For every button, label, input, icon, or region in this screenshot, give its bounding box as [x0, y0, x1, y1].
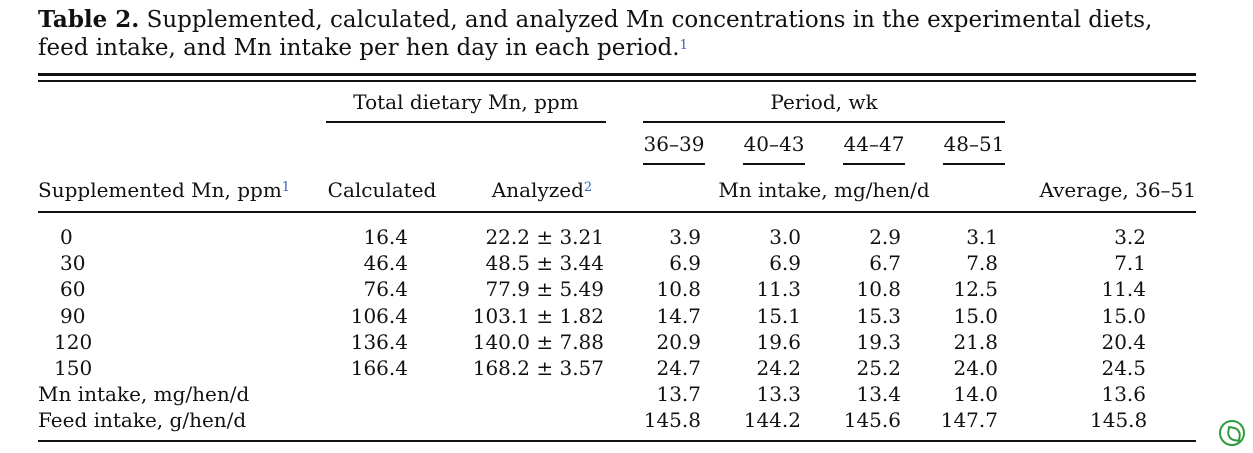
table-cell-anal: 140.0 ± 7.88: [472, 329, 604, 354]
underline-period-3: [843, 163, 905, 165]
table-cell-avg: 3.2: [1114, 225, 1146, 249]
table-cell-p3: 15.3: [856, 303, 901, 328]
header-total-dietary: Total dietary Mn, ppm: [353, 90, 579, 114]
period-4: 48–51: [943, 132, 1005, 156]
table-cell-calc: 106.4: [350, 303, 408, 328]
header-period: Period, wk: [770, 90, 878, 114]
table-caption: Table 2. Supplemented, calculated, and a…: [38, 6, 1198, 62]
underline-period-2: [743, 163, 805, 165]
underline-period-4: [943, 163, 1005, 165]
table-cell-p3: 10.8: [856, 277, 901, 302]
table-cell-anal: 48.5 ± 3.44: [485, 251, 604, 276]
table-cell-p2: 3.0: [769, 225, 801, 249]
table-cell-calc: 136.4: [350, 329, 408, 354]
col-supp-footnote[interactable]: 1: [281, 180, 291, 195]
summary-row-label: Feed intake, g/hen/d: [38, 408, 247, 433]
table-cell-anal: 22.2 ± 3.21: [485, 225, 604, 249]
col-supplemented: Supplemented Mn, ppm1: [38, 178, 291, 202]
table-cell-supp: 60: [60, 277, 86, 302]
table-cell-p3: 6.7: [869, 251, 901, 276]
table-cell-p4: 15.0: [953, 303, 998, 328]
table-cell-calc: 46.4: [363, 251, 408, 276]
table-cell-avg: 11.4: [1101, 277, 1146, 302]
table-cell-supp: 30: [60, 251, 86, 276]
header-rule: [38, 211, 1196, 213]
period-1: 36–39: [643, 132, 705, 156]
table-cell-p2: 6.9: [769, 251, 801, 276]
summary-cell-p1: 13.7: [656, 382, 701, 407]
table-cell-p1: 10.8: [656, 277, 701, 302]
table-cell-p2: 19.6: [756, 329, 801, 354]
table-cell-avg: 20.4: [1101, 329, 1146, 354]
col-average: Average, 36–51: [1039, 178, 1196, 202]
underline-period-1: [643, 163, 705, 165]
table-cell-anal: 103.1 ± 1.82: [472, 303, 604, 328]
table-cell-p2: 24.2: [756, 356, 801, 380]
table-cell-supp: 0: [60, 225, 73, 249]
table-cell-p4: 21.8: [953, 329, 998, 354]
period-2: 40–43: [743, 132, 805, 156]
col-mn-intake: Mn intake, mg/hen/d: [718, 178, 930, 202]
col-analyzed: Analyzed2: [491, 178, 593, 202]
table-cell-supp: 90: [60, 303, 86, 328]
table-cell-calc: 166.4: [350, 356, 408, 380]
col-calculated: Calculated: [327, 178, 437, 202]
table-cell-p1: 20.9: [656, 329, 701, 354]
table-cell-p4: 12.5: [953, 277, 998, 302]
summary-cell-p2: 13.3: [756, 382, 801, 407]
table-cell-p3: 25.2: [856, 356, 901, 380]
caption-label: Table 2.: [38, 6, 140, 33]
table-cell-p4: 3.1: [966, 225, 998, 249]
table-cell-p1: 14.7: [656, 303, 701, 328]
table-cell-avg: 7.1: [1114, 251, 1146, 276]
underline-total-dietary: [326, 121, 606, 123]
summary-cell-p4: 147.7: [940, 408, 998, 433]
table-cell-calc: 16.4: [363, 225, 408, 249]
summary-cell-avg: 145.8: [1090, 408, 1148, 433]
table-cell-p4: 7.8: [966, 251, 998, 276]
top-rule-1: [38, 73, 1196, 76]
leaf-logo-icon: [1219, 420, 1245, 446]
summary-cell-p2: 144.2: [743, 408, 801, 433]
col-anal-footnote[interactable]: 2: [583, 180, 593, 195]
caption-text: Supplemented, calculated, and analyzed M…: [38, 7, 1153, 61]
summary-cell-p3: 145.6: [843, 408, 901, 433]
table-cell-anal: 77.9 ± 5.49: [485, 277, 604, 302]
table-cell-p1: 6.9: [669, 251, 701, 276]
table-cell-supp: 150: [54, 356, 93, 380]
table-cell-anal: 168.2 ± 3.57: [472, 356, 604, 380]
table-cell-calc: 76.4: [363, 277, 408, 302]
top-rule-2: [38, 80, 1196, 82]
bottom-rule: [38, 440, 1196, 442]
caption-footnote-link[interactable]: 1: [679, 38, 688, 53]
period-3: 44–47: [843, 132, 905, 156]
summary-cell-p4: 14.0: [953, 382, 998, 407]
table-cell-p2: 11.3: [756, 277, 801, 302]
table-cell-avg: 24.5: [1101, 356, 1146, 380]
table-cell-supp: 120: [54, 329, 93, 354]
table-cell-p3: 2.9: [869, 225, 901, 249]
table-cell-p1: 3.9: [669, 225, 701, 249]
table-cell-p1: 24.7: [656, 356, 701, 380]
table-cell-p4: 24.0: [953, 356, 998, 380]
summary-cell-p1: 145.8: [643, 408, 701, 433]
table-cell-avg: 15.0: [1101, 303, 1146, 328]
summary-cell-avg: 13.6: [1101, 382, 1146, 407]
summary-row-label: Mn intake, mg/hen/d: [38, 382, 250, 407]
summary-cell-p3: 13.4: [856, 382, 901, 407]
underline-period: [643, 121, 1005, 123]
table-cell-p3: 19.3: [856, 329, 901, 354]
table-cell-p2: 15.1: [756, 303, 801, 328]
